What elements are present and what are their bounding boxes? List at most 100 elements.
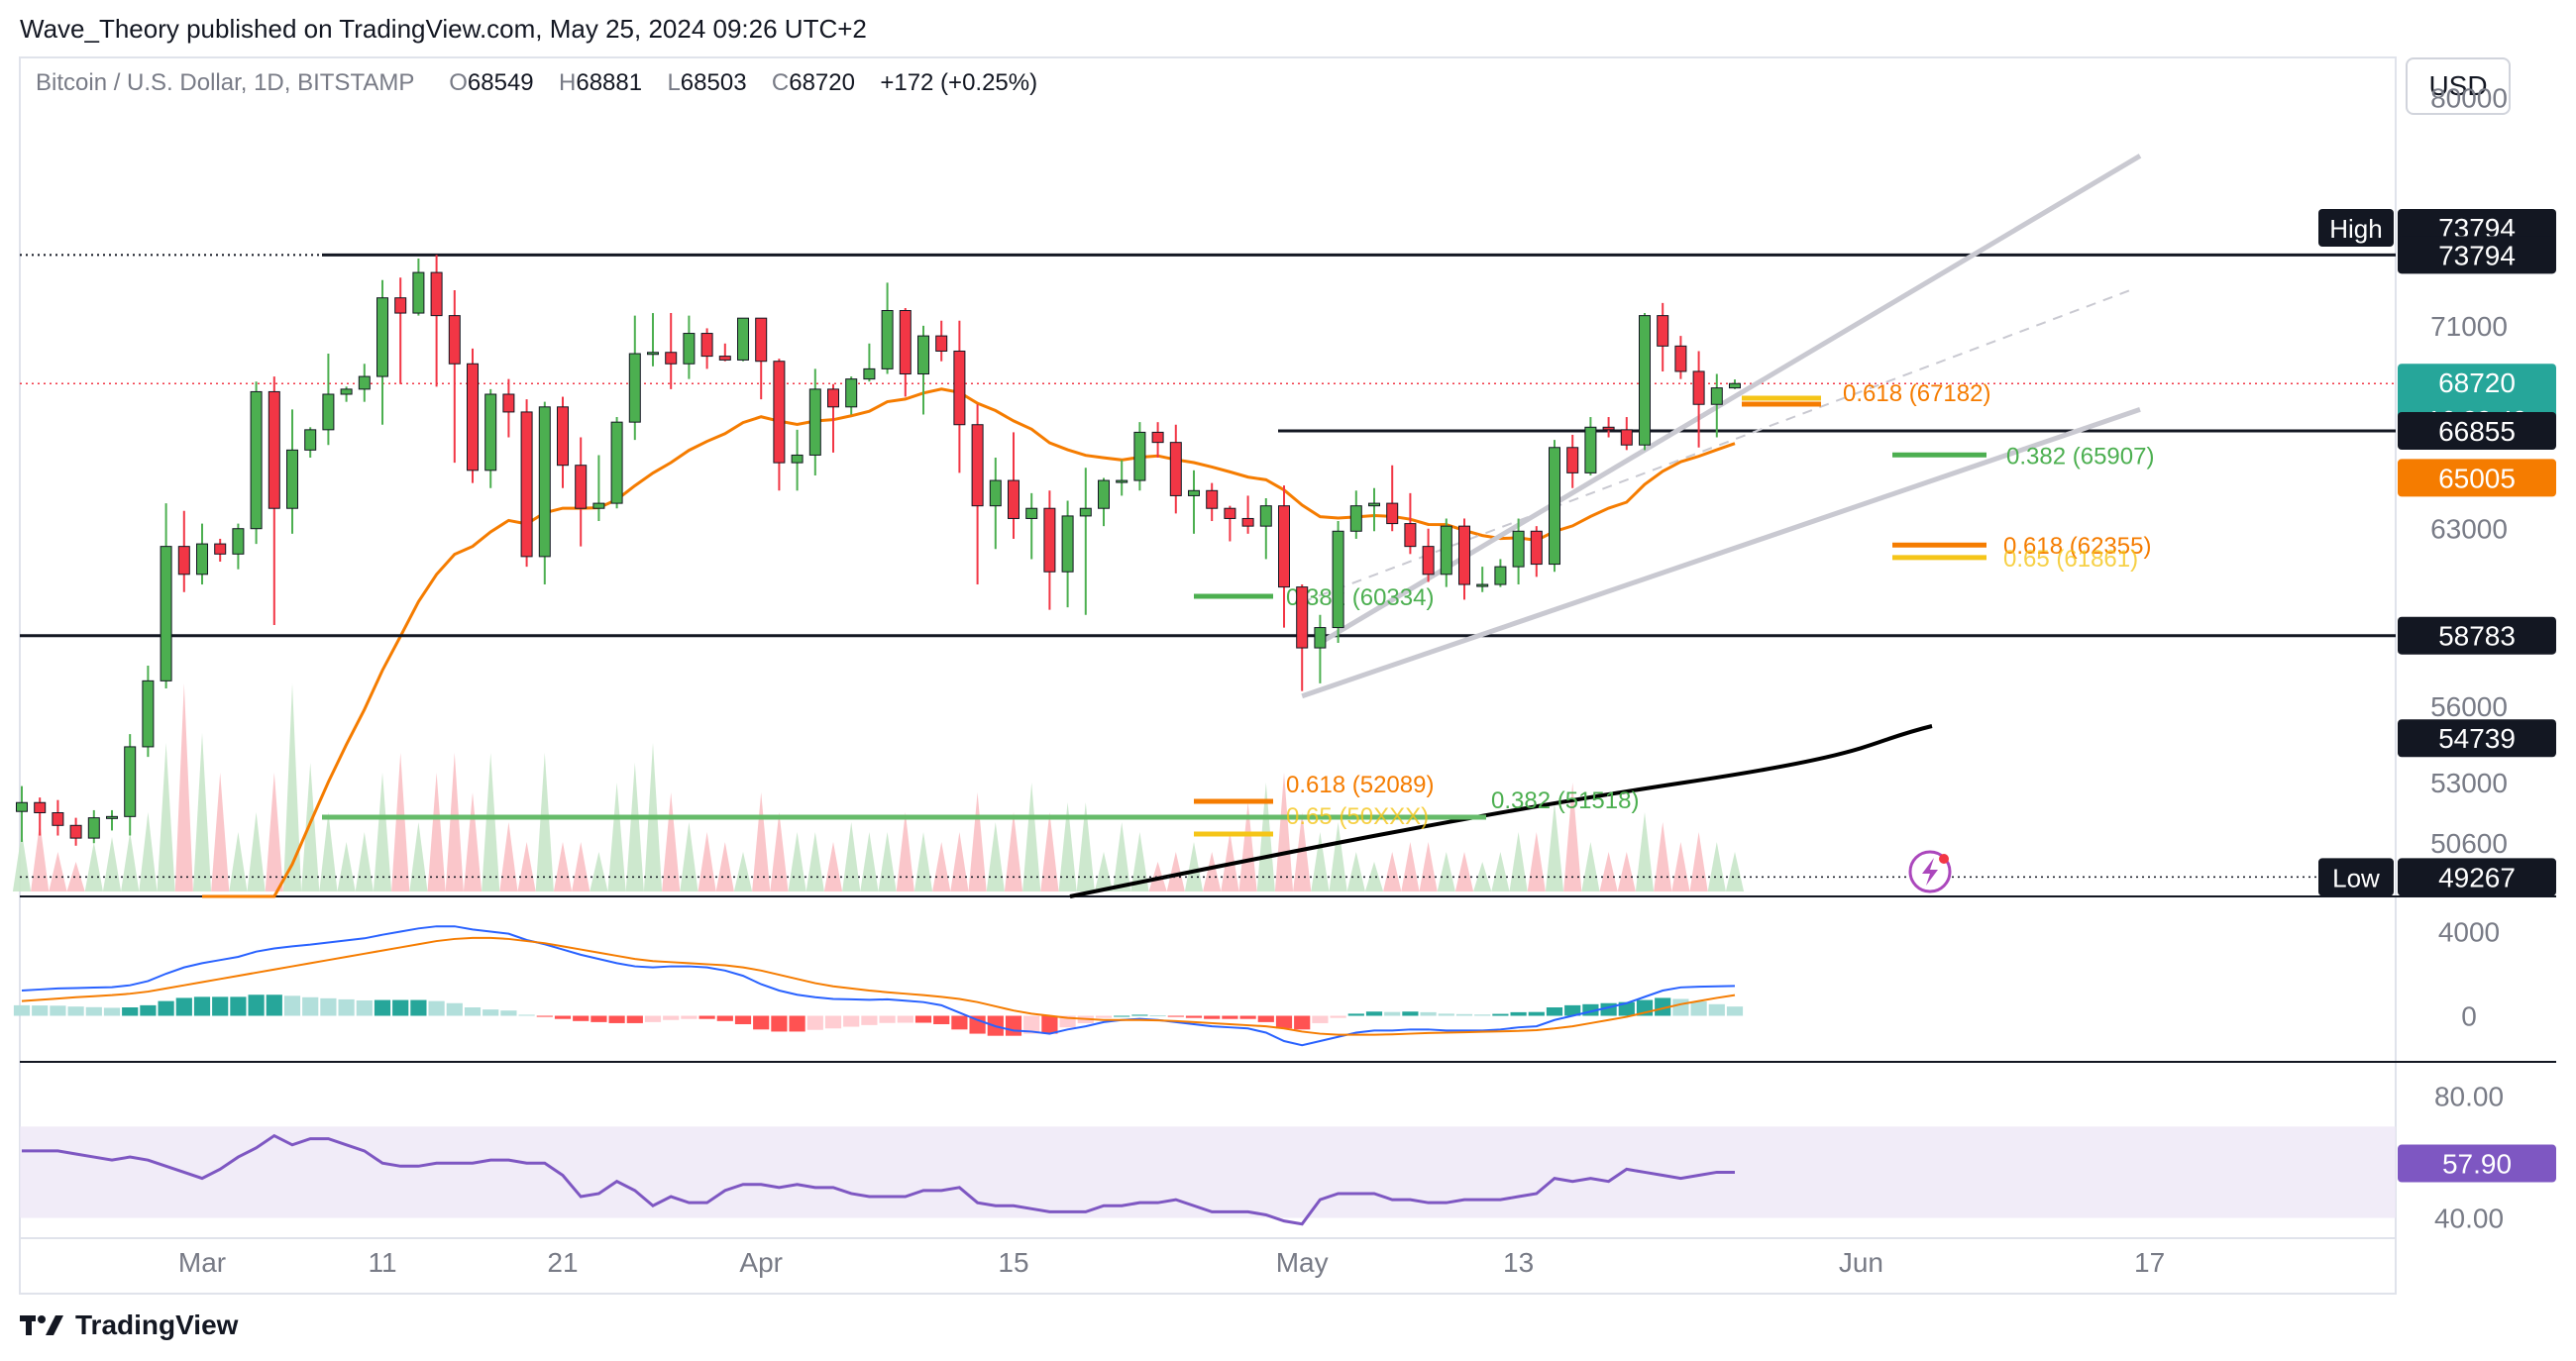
volume-area [698,832,716,891]
volume-area [229,832,248,891]
candle-body [845,378,858,408]
candle-body [304,429,317,451]
volume-area [770,812,789,891]
change-value: +172 (+0.25%) [880,69,1038,96]
macd-histogram-bar [951,1015,968,1030]
lightning-glyph [1922,858,1938,886]
symbol-title[interactable]: Bitcoin / U.S. Dollar, 1D, BITSTAMP [36,69,414,96]
macd-histogram-bar [1041,1015,1058,1034]
volume-area [842,822,861,891]
rsi-value-tag [2398,1144,2556,1183]
macd-histogram-bar [969,1015,986,1034]
macd-histogram-bar [1455,1013,1473,1016]
lightning-badge-icon[interactable] [1908,850,1952,893]
rsi-axis-tick: 80.00 [2434,1082,2504,1112]
macd-histogram-bar [374,999,391,1016]
volume-area [662,792,681,891]
candle-body [1458,525,1470,585]
macd-histogram-bar [283,995,301,1016]
volume-area [157,743,175,891]
fib-level-label: 0.618 (67182) [1843,380,1990,407]
macd-histogram-bar [140,1004,157,1016]
ohlc-legend: Bitcoin / U.S. Dollar, 1D, BITSTAMP O 685… [36,69,1037,97]
macd-histogram-bar [843,1015,860,1027]
candle-body [322,393,335,431]
macd-histogram-bar [1294,1015,1311,1030]
macd-histogram-bar [626,1015,643,1023]
volume-area [1238,802,1257,891]
volume-area [553,842,573,891]
candle-body [1332,530,1344,629]
fib-level-label: 0.382 (51518) [1491,787,1639,814]
tradingview-logo[interactable]: TradingView [20,1309,238,1341]
macd-histogram-bar [464,1007,482,1016]
macd-histogram-bar [824,1015,842,1029]
volume-area [139,812,158,891]
macd-histogram-bar [1655,997,1671,1016]
price-tag-label: 54739 [2438,723,2516,754]
volume-area [1527,832,1546,891]
candle-body [737,317,749,361]
volume-area [590,852,608,891]
macd-histogram-bar [1420,1011,1437,1016]
candle-body [196,543,208,576]
macd-histogram-bar [518,1014,535,1016]
candle-body [1206,489,1219,509]
fib-level-label: 0.382 (65907) [2006,443,2154,470]
rsi-band [20,1126,2396,1218]
candle-body [34,801,47,813]
macd-histogram-bar [500,1010,517,1016]
volume-area [1563,783,1582,891]
volume-area [1184,842,1204,891]
rsi-value-label: 57.90 [2442,1149,2512,1180]
close-label: C [771,69,790,96]
volume-area [247,812,266,891]
volume-area [1671,842,1690,891]
volume-area [445,753,464,891]
currency-button[interactable]: USD [2406,57,2511,115]
candle-body [448,315,461,365]
candle-body [1729,382,1741,389]
price-tag-label: 49267 [2438,862,2516,892]
macd-histogram-bar [1204,1015,1221,1019]
volume-area [1635,812,1655,891]
macd-histogram-bar [1330,1015,1346,1018]
macd-histogram-bar [212,996,229,1016]
macd-histogram-bar [1114,1015,1130,1017]
volume-area [337,842,356,891]
price-tag [2398,236,2556,274]
volume-area [1311,832,1330,891]
candle-body [1404,523,1417,548]
volume-area [1689,832,1708,891]
price-axis-tick: 71000 [2430,311,2508,342]
macd-histogram-bar [1618,1001,1635,1016]
candle-body [1025,507,1038,519]
volume-area [517,842,536,891]
macd-histogram-bar [230,996,247,1016]
macd-histogram-bar [1023,1015,1040,1034]
candle-body [232,528,245,555]
open-label: O [449,69,468,96]
candle-body [917,335,929,375]
macd-histogram-bar [590,1015,607,1022]
high-value: 68881 [576,69,643,96]
volume-area [1004,812,1023,891]
candle-body [69,824,82,839]
volume-area [1383,852,1402,891]
volume-area [121,832,140,891]
macd-histogram-bar [1726,1006,1744,1016]
candle-body [808,388,821,456]
volume-area [482,753,500,891]
candle-body [358,375,371,390]
candle-body [214,543,227,555]
candle-body [52,812,64,826]
volume-area [1419,842,1438,891]
candle-body [268,390,280,509]
price-axis-tick: 53000 [2430,768,2508,798]
low-value: 68503 [680,69,747,96]
channel-lower-line [1301,406,2141,699]
price-axis-tick: 80000 [2430,82,2508,113]
volume-area [84,842,103,891]
volume-area [805,832,824,891]
